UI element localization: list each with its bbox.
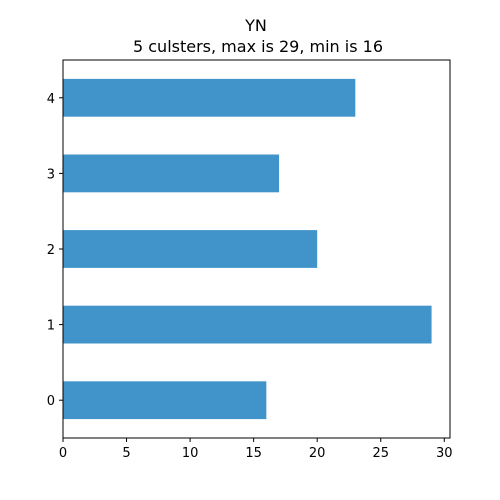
x-axis: 0 5 10 15 20 25 30 <box>59 438 453 461</box>
bars-group <box>63 78 432 420</box>
x-tick-label: 25 <box>372 446 389 461</box>
bar-2 <box>63 230 318 268</box>
chart-subtitle: 5 culsters, max is 29, min is 16 <box>133 37 383 56</box>
y-tick-label: 4 <box>47 92 55 107</box>
bar-3 <box>63 154 280 193</box>
x-tick-label: 30 <box>436 446 453 461</box>
bar-0 <box>63 381 267 420</box>
x-tick-label: 5 <box>122 446 130 461</box>
x-tick-label: 0 <box>59 446 67 461</box>
y-tick-label: 3 <box>47 167 55 182</box>
x-tick-label: 10 <box>182 446 199 461</box>
x-tick-label: 20 <box>309 446 326 461</box>
y-tick-label: 1 <box>47 319 55 334</box>
y-tick-label: 0 <box>47 394 55 409</box>
y-tick-label: 2 <box>47 243 55 258</box>
x-tick-label: 15 <box>245 446 262 461</box>
y-axis: 0 1 2 3 4 <box>47 92 63 409</box>
bar-1 <box>63 305 432 344</box>
chart-title: YN <box>244 16 267 35</box>
bar-4 <box>63 78 356 117</box>
